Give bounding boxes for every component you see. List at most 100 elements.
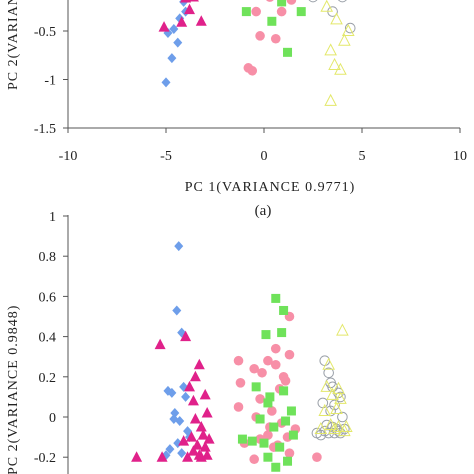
bottom-y-tick-label-6: -0.2	[34, 451, 56, 466]
top-series-5-point-2	[334, 62, 347, 75]
top-scatter-panel: -10 -5 0 5 10 -0.5 -1 -1.5 PC 1(VARIANCE 0.977…	[6, 0, 467, 195]
bottom-series-4-point-19	[329, 399, 340, 411]
bottom-series-1-point-10	[191, 439, 203, 450]
top-series-5-point-4	[330, 12, 343, 25]
bottom-series-2-point-10	[255, 394, 265, 404]
top-x-tick-label-0: -10	[59, 149, 78, 164]
bottom-series-1-point-16	[185, 431, 197, 442]
top-series-3-point-2	[277, 0, 287, 7]
bottom-series-5-point-1	[322, 357, 336, 370]
top-series-1-point-2	[195, 15, 207, 26]
bottom-series-3-point-17	[283, 456, 293, 466]
bottom-y-tick-label-2: 0.6	[39, 290, 57, 305]
bottom-series-1-point-1	[180, 330, 192, 342]
bottom-series-0	[161, 241, 195, 461]
bottom-series-1-point-17	[178, 435, 190, 446]
bottom-series-2-point-27	[312, 452, 322, 463]
bottom-series-3-point-14	[275, 442, 285, 452]
bottom-series-5-point-4	[334, 391, 347, 404]
bottom-series-3-point-6	[263, 398, 273, 408]
bottom-series-2-point-15	[263, 430, 273, 440]
top-series-3-point-8	[296, 7, 306, 17]
bottom-series-1-point-18	[195, 451, 207, 462]
bottom-series-0-point-1	[172, 305, 182, 316]
top-series-0-point-8	[173, 37, 183, 48]
bottom-series-1-point-11	[199, 441, 211, 452]
bottom-series-5-point-12	[320, 379, 334, 392]
top-series-5-point-6	[338, 33, 351, 46]
bottom-series-3-point-13	[259, 438, 269, 448]
top-series-2-point-4	[276, 6, 287, 17]
top-series-5-point-1	[328, 57, 341, 70]
bottom-series-3-point-7	[286, 406, 296, 416]
bottom-y-tick-label-0: 1	[49, 210, 56, 225]
bottom-series-3-point-2	[277, 328, 287, 338]
bottom-series-5-point-0	[336, 323, 349, 336]
bottom-series-5-point-10	[332, 419, 345, 433]
bottom-series-3-point-19	[265, 392, 275, 402]
bottom-series-2-point-21	[249, 454, 259, 465]
bottom-series-1-point-0	[154, 338, 166, 350]
bottom-series-4-point-17	[315, 429, 327, 441]
bottom-series-2-point-4	[263, 355, 273, 366]
top-series-5-point-7	[341, 23, 355, 36]
top-y-axis-title: PC 2(VARIANCE	[6, 0, 21, 90]
bottom-series-5-point-3	[326, 387, 339, 400]
bottom-series-2-point-2	[284, 349, 295, 360]
bottom-series-2-point-25	[257, 367, 267, 378]
bottom-series-5-point-2	[332, 381, 345, 394]
bottom-series-1-point-15	[201, 449, 213, 460]
bottom-series-3-point-10	[269, 422, 279, 432]
bottom-series-3-point-18	[237, 434, 247, 444]
top-y-ticks: -0.5 -1 -1.5	[34, 25, 68, 137]
bottom-series-1-point-8	[197, 429, 209, 440]
bottom-series-3-point-1	[279, 305, 289, 315]
bottom-series-3-point-16	[271, 462, 281, 472]
bottom-series-1-point-4	[184, 380, 196, 392]
top-series-5	[320, 0, 355, 106]
top-series-0-point-6	[161, 77, 171, 88]
top-series-5-point-0	[324, 43, 337, 56]
bottom-series-5-point-13	[330, 401, 343, 414]
panel-label-a: (a)	[255, 203, 272, 219]
top-series-5-point-3	[324, 93, 337, 106]
top-y-tick-label-0: -0.5	[34, 25, 56, 40]
bottom-series-1-point-21	[189, 370, 201, 382]
top-series-2-point-5	[286, 0, 297, 5]
bottom-y-tick-label-3: 0.4	[39, 331, 57, 346]
bottom-series-0-point-8	[173, 438, 183, 449]
bottom-series-0-point-13	[183, 426, 193, 437]
top-x-axis-title: PC 1(VARIANCE 0.9771)	[185, 180, 355, 195]
top-series-2-point-1	[270, 33, 281, 44]
top-y-tick-label-2: -1.5	[34, 122, 56, 137]
top-series-3	[241, 0, 306, 57]
top-series-0-point-1	[169, 24, 179, 35]
bottom-series-0-point-7	[181, 391, 191, 402]
top-series-3-point-7	[241, 7, 251, 17]
top-y-tick-label-1: -1	[44, 74, 56, 89]
bottom-series-3	[237, 293, 298, 472]
bottom-y-axis-title: PC 2(VARIANCE 0.9848)	[6, 305, 21, 474]
bottom-series-3-point-9	[281, 416, 291, 426]
top-series-1-point-7	[184, 3, 196, 15]
bottom-series-5-point-7	[339, 419, 353, 433]
bottom-series-3-point-4	[251, 382, 261, 392]
bottom-series-3-point-15	[263, 452, 273, 462]
bottom-series-4-point-20	[323, 367, 334, 379]
top-series-layer	[158, 0, 356, 106]
bottom-series-3-point-0	[271, 293, 281, 303]
bottom-series-4-point-7	[337, 411, 348, 423]
top-series-1-point-0	[158, 21, 170, 32]
bottom-series-0-point-12	[177, 448, 187, 459]
bottom-scatter-panel: 1 0.8 0.6 0.4 0.2 0 -0.2 PC 2(VARIANCE 0.9848)	[6, 210, 353, 474]
bottom-series-0-point-15	[175, 416, 185, 427]
bottom-series-1-point-7	[195, 421, 207, 432]
bottom-series-2-point-20	[284, 448, 295, 458]
bottom-series-2-point-6	[249, 363, 259, 374]
bottom-series-2-point-5	[270, 359, 281, 370]
bottom-series-5-point-5	[318, 403, 332, 416]
top-series-1-point-6	[180, 0, 192, 3]
bottom-series-3-point-3	[261, 330, 271, 340]
bottom-series-1-point-5	[199, 388, 211, 400]
bottom-series-3-point-12	[247, 436, 257, 446]
